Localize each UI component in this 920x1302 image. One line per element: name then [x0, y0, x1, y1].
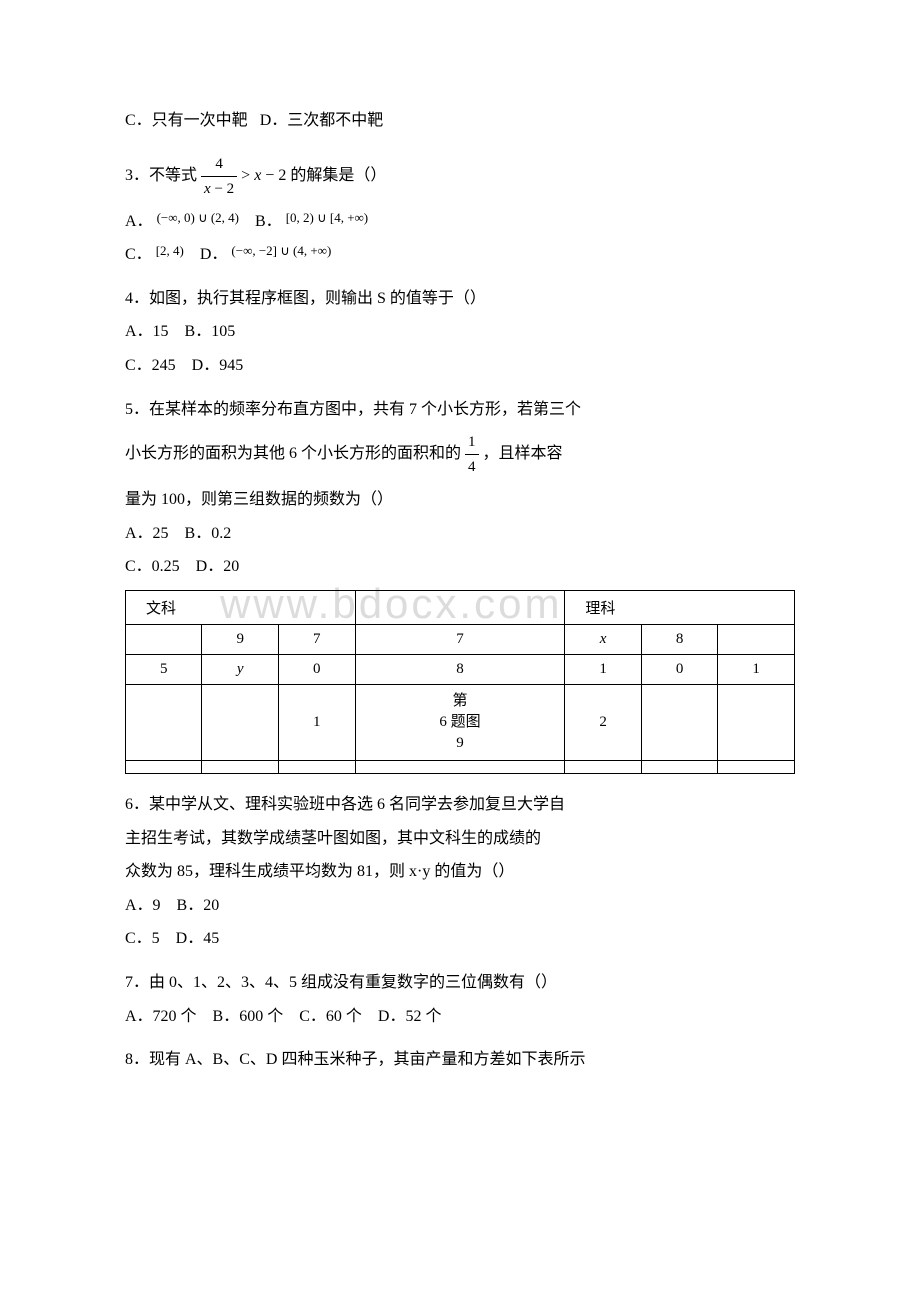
tbl-cell: 0	[278, 654, 355, 684]
q5-line1: 5．在某样本的频率分布直方图中，共有 7 个小长方形，若第三个	[125, 397, 795, 423]
table-row: 1 第 6 题图 9 2	[126, 684, 795, 760]
q3-d-math: (−∞, −2] ∪ (4, +∞)	[231, 243, 331, 258]
q3-gt: >	[241, 167, 254, 184]
q3-b-math: [0, 2) ∪ [4, +∞)	[286, 210, 368, 225]
tbl-r1-mid	[355, 590, 565, 624]
q3-d-label: D．	[200, 246, 228, 263]
q6-ab: A．9 B．20	[125, 893, 795, 919]
tbl-cell	[718, 624, 795, 654]
content-area: C．只有一次中靶 D．三次都不中靶 3．不等式 4 x − 2 > x − 2 …	[125, 108, 795, 1073]
q6-line3: 众数为 85，理科生成绩平均数为 81，则 x·y 的值为（）	[125, 859, 795, 885]
tbl-cell: 1	[565, 654, 641, 684]
q5-frac-bot: 4	[465, 455, 479, 479]
q5-ab: A．25 B．0.2	[125, 521, 795, 547]
tbl-cell	[278, 760, 355, 773]
q6-cd: C．5 D．45	[125, 926, 795, 952]
q3-frac-top: 4	[201, 152, 237, 177]
q6-line1: 6．某中学从文、理科实验班中各选 6 名同学去参加复旦大学自	[125, 792, 795, 818]
tbl-cell	[202, 684, 278, 760]
q3-c-label: C．	[125, 246, 152, 263]
tbl-cell: 7	[355, 624, 565, 654]
tbl-cell	[126, 760, 202, 773]
tbl-cell: 9	[202, 624, 278, 654]
q3-b-label: B．	[255, 213, 282, 230]
tbl-cell	[641, 760, 717, 773]
q5-frac-top: 1	[465, 430, 479, 455]
q8-stem: 8．现有 A、B、C、D 四种玉米种子，其亩产量和方差如下表所示	[125, 1047, 795, 1073]
q2-option-cd: C．只有一次中靶 D．三次都不中靶	[125, 108, 795, 134]
q3-stem-pre: 3．不等式	[125, 167, 197, 184]
tbl-cell: 5	[126, 654, 202, 684]
tbl-cell: 7	[278, 624, 355, 654]
q3-options-ab: A． (−∞, 0) ∪ (2, 4) B． [0, 2) ∪ [4, +∞)	[125, 209, 795, 235]
q5-line2: 小长方形的面积为其他 6 个小长方形的面积和的 1 4 ，且样本容	[125, 430, 795, 479]
tbl-r1-right: 理科	[565, 590, 795, 624]
q4-stem: 4．如图，执行其程序框图，则输出 S 的值等于（）	[125, 286, 795, 312]
q3-rhs-rest: − 2	[261, 167, 286, 184]
table-row: 5 y 0 8 1 0 1	[126, 654, 795, 684]
tbl-cell	[718, 684, 795, 760]
table-row	[126, 760, 795, 773]
table-row: 文科 理科	[126, 590, 795, 624]
q5-line2-pre: 小长方形的面积为其他 6 个小长方形的面积和的	[125, 445, 461, 462]
tbl-cell	[565, 760, 641, 773]
tbl-cell	[126, 684, 202, 760]
tbl-cell	[718, 760, 795, 773]
tbl-cell: 1	[718, 654, 795, 684]
tbl-cell: 0	[641, 654, 717, 684]
q5-cd: C．0.25 D．20	[125, 554, 795, 580]
tbl-cell: x	[565, 624, 641, 654]
q3-stem-post: 的解集是（）	[290, 167, 386, 184]
tbl-cell	[641, 684, 717, 760]
q3-a-label: A．	[125, 213, 153, 230]
stem-leaf-table: 文科 理科 9 7 7 x 8 5 y 0 8 1 0 1	[125, 590, 795, 774]
q6-line2: 主招生考试，其数学成绩茎叶图如图，其中文科生的成绩的	[125, 826, 795, 852]
q3-options-cd: C． [2, 4) D． (−∞, −2] ∪ (4, +∞)	[125, 242, 795, 268]
q3-frac-var: x	[204, 181, 211, 197]
q3-frac-bot: x − 2	[201, 177, 237, 201]
q7-stem: 7．由 0、1、2、3、4、5 组成没有重复数字的三位偶数有（）	[125, 970, 795, 996]
tbl-cell	[126, 624, 202, 654]
tbl-r1-left: 文科	[126, 590, 356, 624]
table-row: 9 7 7 x 8	[126, 624, 795, 654]
tbl-cell	[355, 760, 565, 773]
q5-line3: 量为 100，则第三组数据的频数为（）	[125, 487, 795, 513]
q3-frac: 4 x − 2	[201, 152, 237, 201]
tbl-cell: 8	[641, 624, 717, 654]
q4-cd: C．245 D．945	[125, 353, 795, 379]
q3-frac-rest: − 2	[211, 181, 234, 197]
q4-ab: A．15 B．105	[125, 319, 795, 345]
tbl-cell: 2	[565, 684, 641, 760]
tbl-cell: 8	[355, 654, 565, 684]
q3-c-math: [2, 4)	[156, 243, 184, 258]
q3-stem: 3．不等式 4 x − 2 > x − 2 的解集是（）	[125, 152, 795, 201]
tbl-cell: y	[202, 654, 278, 684]
q7-opts: A．720 个 B．600 个 C．60 个 D．52 个	[125, 1004, 795, 1030]
q5-frac: 1 4	[465, 430, 479, 479]
tbl-cell: 1	[278, 684, 355, 760]
q3-a-math: (−∞, 0) ∪ (2, 4)	[157, 210, 239, 225]
tbl-cell	[202, 760, 278, 773]
q2-c: C．只有一次中靶	[125, 112, 248, 129]
q2-d: D．三次都不中靶	[260, 112, 384, 129]
q5-line2-post: ，且样本容	[483, 445, 563, 462]
tbl-cell: 第 6 题图 9	[355, 684, 565, 760]
